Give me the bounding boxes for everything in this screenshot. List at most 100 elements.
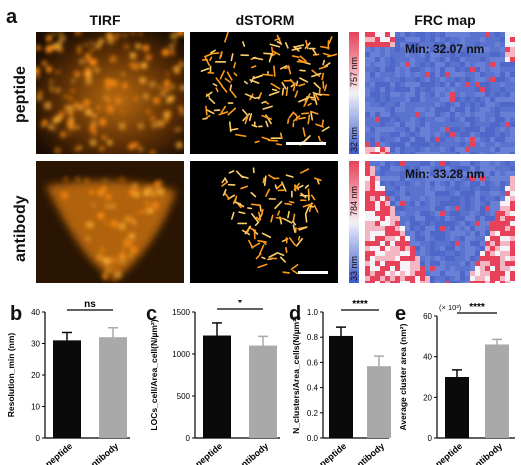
frc-cell <box>425 87 430 92</box>
frc-cell <box>410 132 415 137</box>
frc-cell <box>480 231 485 236</box>
frc-cell <box>480 166 485 171</box>
frc-cell <box>445 241 450 246</box>
frc-cell <box>365 92 370 97</box>
tirf-spot <box>139 77 147 84</box>
frc-cell <box>435 92 440 97</box>
frc-cell <box>435 276 440 281</box>
frc-cell <box>485 171 490 176</box>
frc-cell <box>500 266 505 271</box>
frc-cell <box>405 72 410 77</box>
frc-cell <box>380 181 385 186</box>
frc-cell <box>425 147 430 152</box>
storm-localization <box>233 61 237 69</box>
tirf-spot <box>113 270 122 279</box>
frc-cell <box>375 42 380 47</box>
frc-cell <box>430 122 435 127</box>
storm-localization <box>269 43 281 48</box>
frc-cell <box>455 42 460 47</box>
tirf-image-peptide <box>36 32 184 154</box>
tirf-spot <box>92 130 97 136</box>
tirf-spot <box>89 138 97 147</box>
frc-cell <box>490 276 495 281</box>
frc-cell <box>380 236 385 241</box>
frc-cell <box>500 112 505 117</box>
tirf-spot <box>36 66 40 75</box>
storm-localization <box>288 200 295 204</box>
frc-cell <box>420 196 425 201</box>
frc-cell <box>440 246 445 251</box>
frc-cell <box>395 62 400 67</box>
x-tick-label: peptide <box>193 441 224 465</box>
frc-cell <box>380 161 385 166</box>
frc-cell <box>505 246 510 251</box>
frc-cell <box>490 152 495 154</box>
frc-cell <box>485 236 490 241</box>
frc-cell <box>475 92 480 97</box>
frc-cell <box>445 152 450 154</box>
frc-cell <box>480 281 485 283</box>
frc-cell <box>420 171 425 176</box>
frc-cell <box>475 186 480 191</box>
frc-cell <box>425 112 430 117</box>
frc-cell <box>455 216 460 221</box>
frc-cell <box>425 62 430 67</box>
frc-cell <box>495 261 500 266</box>
frc-cell <box>490 261 495 266</box>
frc-cell <box>485 271 490 276</box>
frc-cell <box>380 77 385 82</box>
frc-cell <box>495 147 500 152</box>
frc-cell <box>380 72 385 77</box>
frc-cell <box>385 52 390 57</box>
frc-cell <box>390 92 395 97</box>
frc-cell <box>400 211 405 216</box>
frc-cell <box>470 37 475 42</box>
frc-cell <box>480 161 485 166</box>
tirf-spot <box>110 256 118 264</box>
bar-chart-locs: 050010001500LOCs_cell/Area_cell(N/µm²)pe… <box>149 300 280 465</box>
tirf-spot <box>76 48 82 54</box>
frc-cell <box>475 211 480 216</box>
tirf-spot <box>98 38 105 45</box>
frc-cell <box>370 206 375 211</box>
tirf-spot <box>122 82 128 89</box>
storm-localization <box>268 90 280 96</box>
frc-cell <box>375 271 380 276</box>
frc-cell <box>470 102 475 107</box>
frc-cell <box>495 206 500 211</box>
tirf-spot <box>110 219 118 228</box>
frc-cell <box>415 42 420 47</box>
frc-cell <box>510 226 515 231</box>
frc-cell <box>445 171 450 176</box>
frc-cell <box>460 87 465 92</box>
frc-cell <box>470 231 475 236</box>
tirf-spot <box>58 34 67 43</box>
frc-cell <box>375 251 380 256</box>
frc-cell <box>440 132 445 137</box>
storm-localization <box>276 251 285 257</box>
frc-cell <box>410 166 415 171</box>
tirf-spot <box>131 62 140 71</box>
storm-localization <box>222 188 227 197</box>
tirf-spot <box>78 58 85 65</box>
storm-localization <box>246 228 250 234</box>
frc-cell <box>410 102 415 107</box>
frc-cell <box>410 57 415 62</box>
frc-cell <box>485 82 490 87</box>
storm-localization <box>280 65 288 70</box>
frc-cell <box>475 236 480 241</box>
frc-cell <box>490 256 495 261</box>
frc-cell <box>390 216 395 221</box>
tirf-spot <box>148 80 156 88</box>
frc-cell <box>485 226 490 231</box>
frc-cell <box>505 221 510 226</box>
frc-cell <box>410 72 415 77</box>
frc-cell <box>440 236 445 241</box>
frc-cell <box>370 216 375 221</box>
frc-cell <box>475 62 480 67</box>
storm-localization <box>254 96 261 100</box>
frc-cell <box>480 57 485 62</box>
tirf-spot <box>161 48 170 56</box>
frc-cell <box>450 152 455 154</box>
frc-cell <box>385 276 390 281</box>
